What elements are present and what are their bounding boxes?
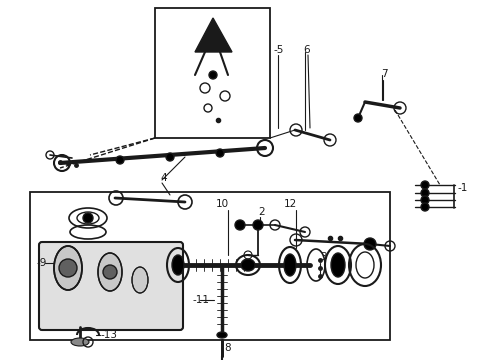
Circle shape (59, 259, 77, 277)
Text: -13: -13 (100, 330, 117, 340)
Text: -9: -9 (36, 258, 47, 268)
Ellipse shape (132, 267, 148, 293)
Text: 7: 7 (381, 69, 388, 79)
FancyBboxPatch shape (39, 242, 183, 330)
Circle shape (235, 220, 245, 230)
Circle shape (421, 189, 429, 197)
Circle shape (253, 220, 263, 230)
Circle shape (209, 71, 217, 79)
Circle shape (83, 213, 93, 223)
Text: -11: -11 (192, 295, 209, 305)
Polygon shape (195, 18, 232, 52)
Text: -5: -5 (274, 45, 284, 55)
Bar (30, 192, 390, 340)
Text: -1: -1 (457, 183, 467, 193)
Ellipse shape (54, 246, 82, 290)
Ellipse shape (172, 255, 184, 275)
Ellipse shape (241, 259, 255, 271)
Circle shape (116, 156, 124, 164)
Text: 6: 6 (303, 45, 310, 55)
Ellipse shape (98, 253, 122, 291)
Circle shape (103, 265, 117, 279)
Bar (155, 8, 270, 138)
Ellipse shape (284, 254, 296, 276)
Circle shape (166, 153, 174, 161)
Circle shape (216, 149, 224, 157)
Ellipse shape (331, 253, 345, 277)
Circle shape (354, 114, 362, 122)
Ellipse shape (71, 338, 89, 346)
Ellipse shape (217, 332, 227, 338)
Circle shape (364, 238, 376, 250)
Circle shape (421, 181, 429, 189)
Text: 10: 10 (216, 199, 228, 209)
Text: 3: 3 (320, 252, 327, 262)
Text: 8: 8 (225, 343, 231, 353)
Circle shape (421, 203, 429, 211)
Text: 2: 2 (258, 207, 265, 217)
Circle shape (421, 196, 429, 204)
Text: 4: 4 (160, 173, 167, 183)
Text: 12: 12 (283, 199, 296, 209)
